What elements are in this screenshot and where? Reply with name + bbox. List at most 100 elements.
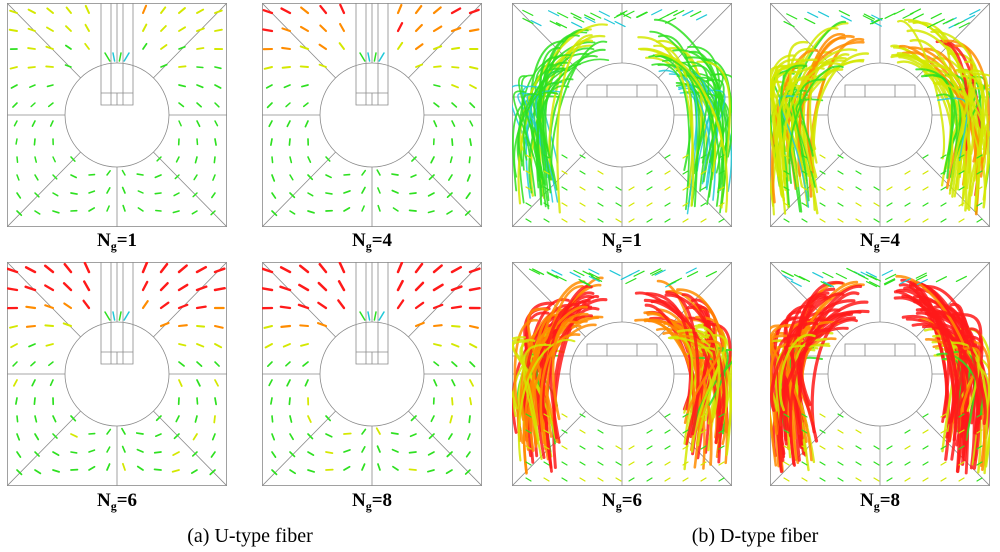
field-vector xyxy=(13,379,18,387)
field-vector xyxy=(178,26,186,32)
field-vector xyxy=(664,170,671,175)
streamline xyxy=(883,278,896,285)
caption-u-type: (a) U-type fiber xyxy=(187,525,313,547)
field-vector xyxy=(561,186,568,191)
field-vector xyxy=(153,451,162,454)
field-vector xyxy=(155,415,162,422)
field-vector xyxy=(361,428,367,435)
field-vector xyxy=(159,262,169,274)
field-vector xyxy=(597,461,604,466)
field-vector xyxy=(414,4,423,15)
field-vector xyxy=(958,429,965,434)
field-vector xyxy=(700,413,707,418)
field-vector xyxy=(682,170,689,175)
mesh-line xyxy=(262,151,336,227)
field-vector xyxy=(194,156,198,164)
field-vector xyxy=(318,262,328,274)
field-vector xyxy=(664,413,671,418)
field-vector xyxy=(783,429,790,434)
field-vector xyxy=(160,25,167,32)
field-vector xyxy=(682,445,689,450)
field-vector xyxy=(525,461,532,466)
field-vector xyxy=(307,174,314,181)
field-vector xyxy=(88,449,96,453)
streamline xyxy=(517,92,547,164)
field-vector xyxy=(178,361,185,367)
field-vector xyxy=(337,280,346,292)
field-vector xyxy=(177,303,189,310)
streamline xyxy=(838,10,850,17)
streamline xyxy=(614,20,626,28)
field-vector xyxy=(84,42,90,50)
streamline xyxy=(603,18,616,25)
streamline xyxy=(692,348,732,432)
field-vector xyxy=(819,461,826,466)
streamline xyxy=(930,12,942,20)
mesh-line xyxy=(153,151,227,227)
streamline xyxy=(915,272,927,279)
streamline xyxy=(866,274,878,281)
field-vector xyxy=(700,202,707,207)
field-vector xyxy=(886,218,893,223)
field-vector xyxy=(44,304,55,310)
field-vector xyxy=(271,451,277,458)
field-vector xyxy=(597,429,604,434)
field-vector xyxy=(682,461,689,466)
field-vector xyxy=(940,186,947,191)
panel-d-ng6 xyxy=(512,262,732,486)
field-vector xyxy=(84,23,90,32)
field-vector xyxy=(304,120,309,128)
field-vector xyxy=(33,397,36,406)
field-vector xyxy=(837,461,844,466)
streamline xyxy=(590,275,603,282)
panel-u-ng4 xyxy=(262,3,482,227)
field-vector xyxy=(468,286,481,292)
streamline xyxy=(571,21,583,29)
field-vector xyxy=(976,413,983,418)
field-vector xyxy=(83,262,91,274)
field-vector xyxy=(10,84,18,89)
field-vector xyxy=(141,280,149,292)
field-vector xyxy=(432,283,444,292)
streamline xyxy=(651,63,691,211)
field-vector xyxy=(718,186,725,191)
field-vector xyxy=(615,218,622,223)
field-arrows xyxy=(7,262,226,476)
field-vector xyxy=(837,429,844,434)
streamline xyxy=(973,73,990,182)
field-vector xyxy=(271,174,276,182)
field-vector xyxy=(142,42,148,50)
field-vector xyxy=(958,218,965,223)
field-vector xyxy=(343,190,351,194)
field-vector xyxy=(646,429,653,434)
streamline xyxy=(547,10,560,17)
streamline xyxy=(822,281,835,288)
streamline xyxy=(555,22,568,29)
field-vector xyxy=(307,451,315,456)
field-vector xyxy=(415,63,424,68)
field-vector xyxy=(316,322,328,328)
field-vector xyxy=(160,6,167,14)
panel-label-d-ng4: Ng=4 xyxy=(859,230,901,253)
field-vector xyxy=(450,265,463,274)
field-vector xyxy=(45,45,54,50)
field-vector xyxy=(52,469,60,473)
streamline xyxy=(666,9,678,17)
streamline xyxy=(658,69,711,191)
field-vector xyxy=(873,477,880,482)
field-vector xyxy=(855,445,862,450)
field-vector xyxy=(378,311,385,321)
field-vector xyxy=(300,343,309,347)
streamline xyxy=(777,284,863,474)
field-vector xyxy=(177,264,188,274)
field-vector xyxy=(213,156,216,164)
field-vector xyxy=(289,451,296,458)
field-vector xyxy=(451,138,454,147)
field-vector xyxy=(628,477,635,482)
streamline xyxy=(547,272,559,279)
mesh-line xyxy=(408,151,482,227)
field-vector xyxy=(24,266,37,274)
field-streamlines xyxy=(512,9,732,223)
streamline xyxy=(885,273,897,280)
field-vector xyxy=(214,28,223,32)
